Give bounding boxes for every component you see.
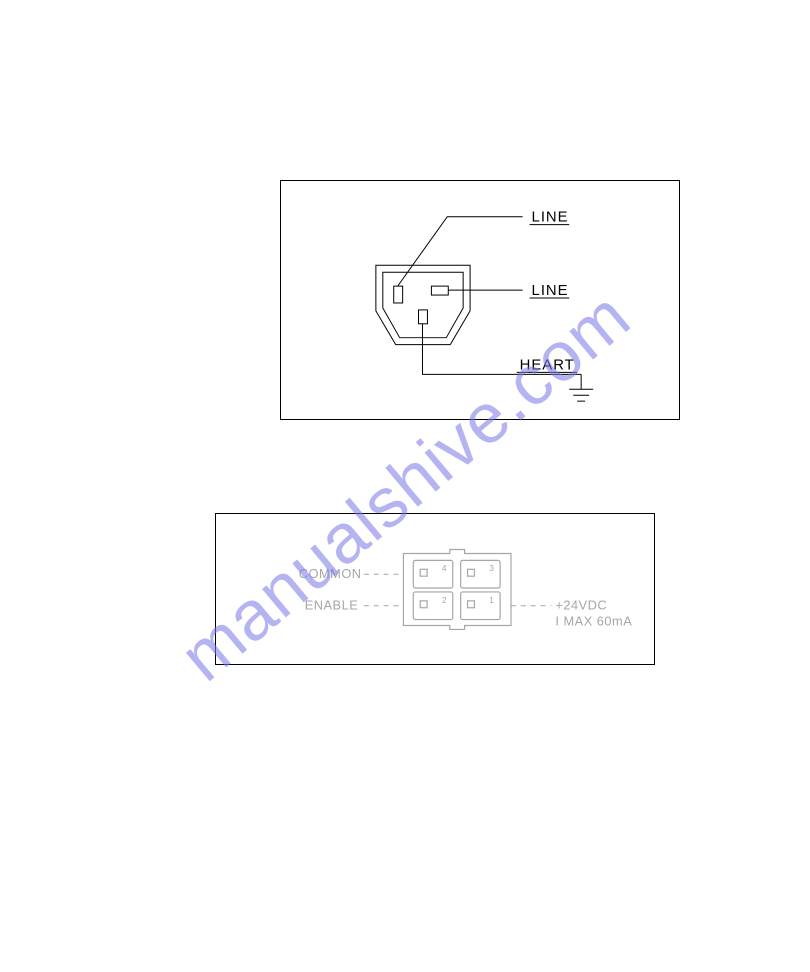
label-enable: ENABLE (305, 598, 359, 613)
svg-text:2: 2 (442, 595, 447, 605)
control-connector-diagram: 4 3 2 1 COMMON ENABLE +24VDC I MAX 60mA (215, 513, 655, 665)
svg-text:4: 4 (442, 563, 447, 573)
label-line-top: LINE (532, 210, 569, 226)
svg-text:3: 3 (489, 563, 494, 573)
label-common: COMMON (299, 566, 362, 581)
label-heart: HEART (520, 357, 575, 373)
label-imax: I MAX 60mA (555, 614, 632, 629)
label-24vdc: +24VDC (555, 598, 607, 613)
power-connector-diagram: LINE LINE HEART (280, 180, 680, 420)
power-connector-svg: LINE LINE HEART (281, 181, 679, 419)
svg-text:1: 1 (489, 595, 494, 605)
label-line-right: LINE (532, 283, 569, 299)
control-connector-svg: 4 3 2 1 COMMON ENABLE +24VDC I MAX 60mA (216, 514, 654, 664)
